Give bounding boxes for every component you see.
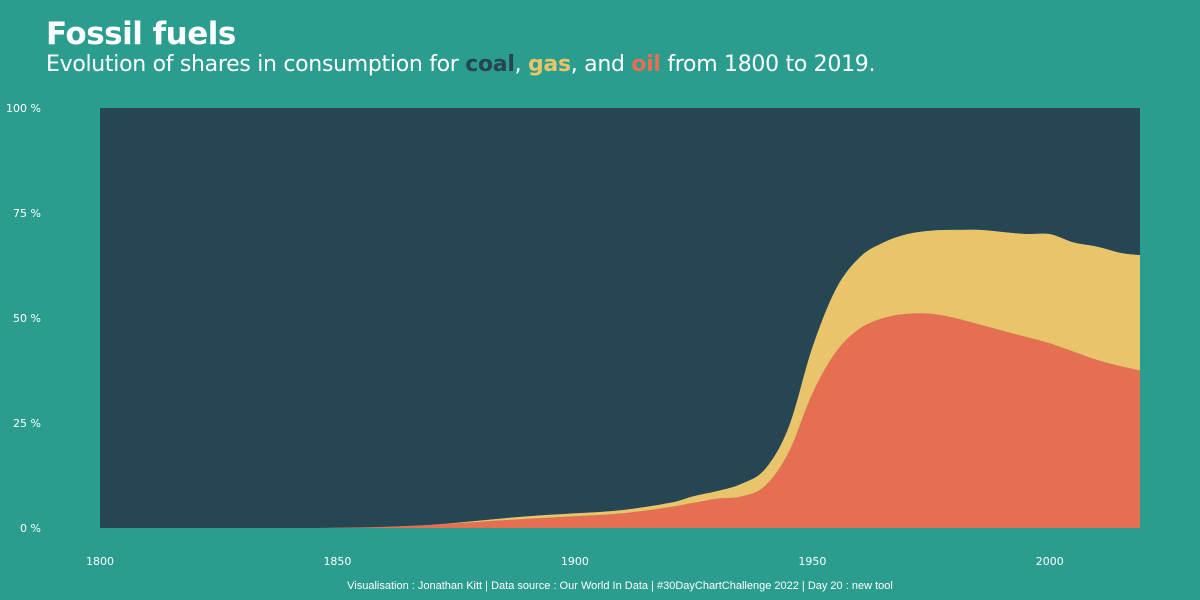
y-axis: 0 % 25 % 50 % 75 % 100 %	[6, 102, 41, 535]
y-tick-label: 75 %	[13, 207, 41, 220]
x-tick-label: 1900	[561, 555, 589, 568]
area-gas	[100, 229, 1140, 529]
x-tick-label: 1850	[323, 555, 351, 568]
y-tick-label: 100 %	[6, 102, 41, 115]
y-tick-label: 25 %	[13, 417, 41, 430]
subtitle-prefix: Evolution of shares in consumption for	[46, 52, 466, 77]
x-tick-label: 1950	[798, 555, 826, 568]
subtitle-separator-1: ,	[514, 52, 528, 77]
legend-oil-label: oil	[631, 52, 661, 77]
legend-gas-label: gas	[527, 52, 571, 77]
area-oil	[100, 313, 1140, 529]
chart-caption: Visualisation : Jonathan Kitt | Data sou…	[347, 580, 893, 592]
chart-subtitle: Evolution of shares in consumption for c…	[46, 50, 875, 80]
x-axis: 1800 1850 1900 1950 2000	[86, 555, 1064, 568]
chart-title: Fossil fuels	[46, 16, 236, 52]
subtitle-suffix: from 1800 to 2019.	[660, 52, 876, 77]
y-tick-label: 0 %	[20, 522, 41, 535]
y-tick-label: 50 %	[13, 312, 41, 325]
legend-coal-label: coal	[465, 52, 515, 77]
x-tick-label: 2000	[1036, 555, 1064, 568]
area-coal	[100, 108, 1140, 529]
area-layers	[100, 108, 1140, 529]
x-tick-label: 1800	[86, 555, 114, 568]
subtitle-separator-2: , and	[570, 52, 632, 77]
